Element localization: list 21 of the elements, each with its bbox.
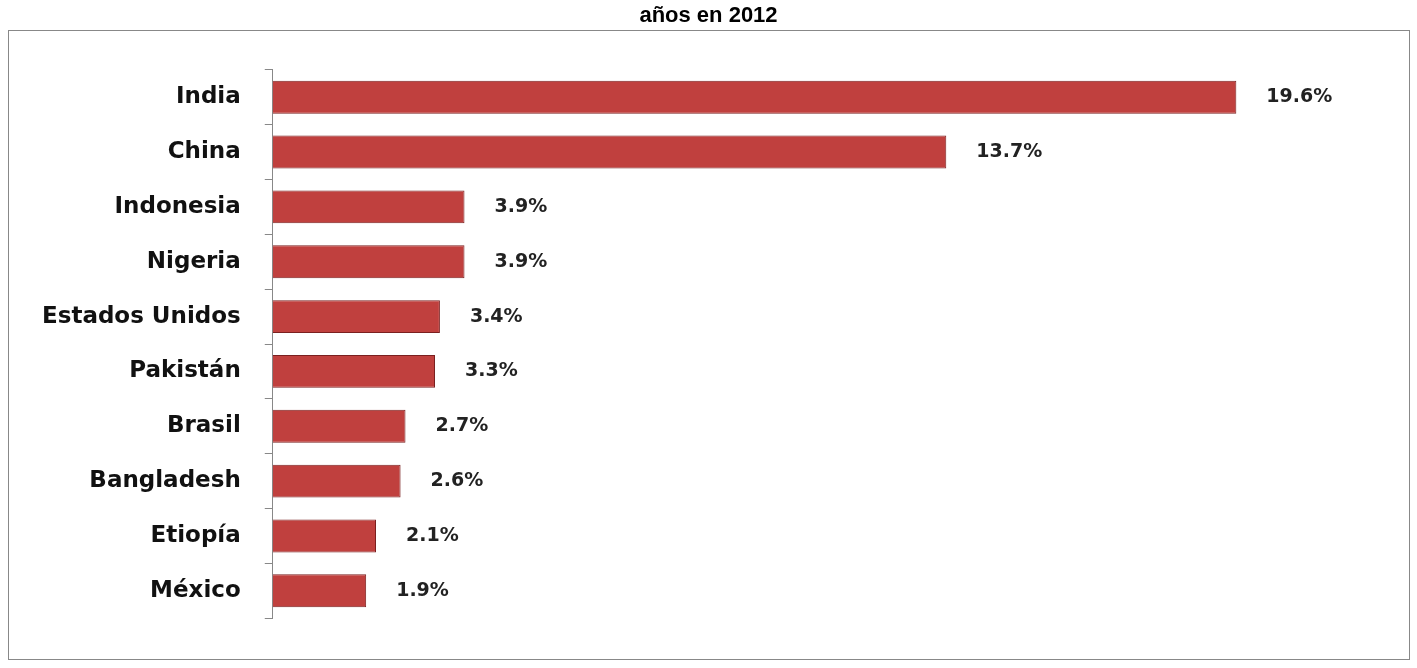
y-tick-label: Indonesia [114,191,241,218]
y-tick-label: India [175,82,241,109]
y-tick-label: México [150,575,241,602]
data-label: 3.9% [494,248,548,271]
chart-title: años en 2012 [638,2,779,28]
data-label: 2.7% [435,413,489,436]
data-label: 13.7% [976,139,1043,161]
data-label: 3.4% [469,303,523,326]
y-tick-label: Pakistán [129,356,241,383]
data-label: 3.9% [494,193,548,216]
data-label: 2.6% [430,468,484,491]
data-label: 19.6% [1266,84,1333,107]
y-tick-label: Brasil [166,411,241,438]
data-label: 1.9% [396,577,449,600]
y-tick-label: China [167,137,241,164]
y-tick-label: Estados Unidos [41,301,241,328]
y-tick-label: Bangladesh [89,466,241,493]
data-label: 2.1% [406,522,459,545]
y-tick-label: Nigeria [146,246,241,273]
y-tick-label: Etiopía [150,520,241,547]
data-label: 3.3% [465,358,518,381]
